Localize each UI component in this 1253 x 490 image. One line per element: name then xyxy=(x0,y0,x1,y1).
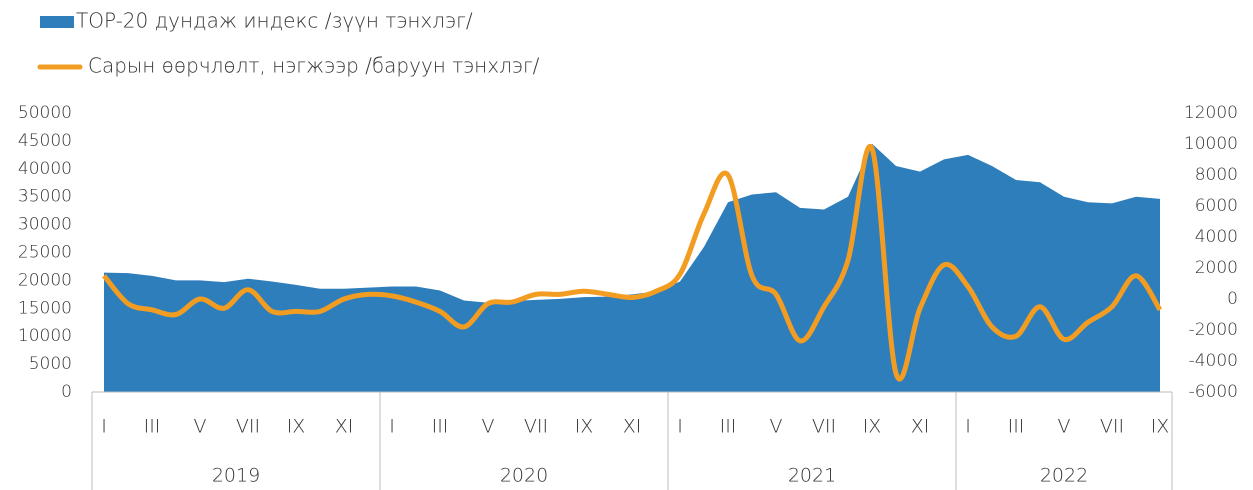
x-tick-label: IX xyxy=(1151,416,1170,438)
x-tick-label: IX xyxy=(863,416,882,438)
x-group-label: 2022 xyxy=(1040,465,1088,487)
y2-tick-label: 2000 xyxy=(1195,258,1238,278)
x-tick-label: V xyxy=(482,416,495,438)
legend-swatch xyxy=(40,16,74,28)
y-tick-label: 50000 xyxy=(18,103,72,123)
y-tick-label: 30000 xyxy=(18,215,72,235)
y-tick-label: 45000 xyxy=(18,131,72,151)
y2-tick-label: 4000 xyxy=(1195,227,1238,247)
y-tick-label: 15000 xyxy=(18,298,72,318)
y-tick-label: 35000 xyxy=(18,187,72,207)
y2-tick-label: -4000 xyxy=(1189,351,1238,371)
y-tick-label: 10000 xyxy=(18,326,72,346)
y2-tick-label: -2000 xyxy=(1189,320,1238,340)
x-tick-label: III xyxy=(720,416,737,438)
y2-tick-label: 10000 xyxy=(1184,134,1238,154)
y2-tick-label: -6000 xyxy=(1189,382,1238,402)
x-group-label: 2019 xyxy=(212,465,260,487)
x-tick-label: VII xyxy=(812,416,836,438)
legend-label: Сарын өөрчлөлт, нэгжээр /баруун тэнхлэг/ xyxy=(88,54,540,78)
y-tick-label: 25000 xyxy=(18,243,72,263)
y2-tick-label: 6000 xyxy=(1195,196,1238,216)
x-tick-label: IX xyxy=(575,416,594,438)
y-tick-label: 20000 xyxy=(18,270,72,290)
x-tick-label: VII xyxy=(524,416,548,438)
x-group-label: 2021 xyxy=(788,465,836,487)
area xyxy=(104,143,1160,392)
x-tick-label: III xyxy=(432,416,449,438)
x-tick-label: III xyxy=(144,416,161,438)
x-tick-label: IX xyxy=(287,416,306,438)
x-tick-label: V xyxy=(1058,416,1071,438)
line xyxy=(102,143,1163,382)
x-tick-label: III xyxy=(1008,416,1025,438)
x-tick-label: I xyxy=(101,416,107,438)
x-tick-label: XI xyxy=(911,416,930,438)
x-tick-label: VII xyxy=(236,416,260,438)
y-tick-label: 5000 xyxy=(29,354,72,374)
x-tick-label: XI xyxy=(335,416,354,438)
y2-tick-label: 8000 xyxy=(1195,165,1238,185)
y-tick-label: 40000 xyxy=(18,159,72,179)
x-tick-label: V xyxy=(770,416,783,438)
x-tick-label: I xyxy=(965,416,971,438)
x-tick-label: VII xyxy=(1100,416,1124,438)
y2-tick-label: 12000 xyxy=(1184,103,1238,123)
x-tick-label: V xyxy=(194,416,207,438)
y-tick-label: 0 xyxy=(61,382,72,402)
x-tick-label: I xyxy=(389,416,395,438)
x-tick-label: I xyxy=(677,416,683,438)
y2-tick-label: 0 xyxy=(1227,289,1238,309)
x-tick-label: XI xyxy=(623,416,642,438)
x-group-label: 2020 xyxy=(500,465,548,487)
legend-label: TOP-20 дундаж индекс /зүүн тэнхлэг/ xyxy=(76,9,473,33)
